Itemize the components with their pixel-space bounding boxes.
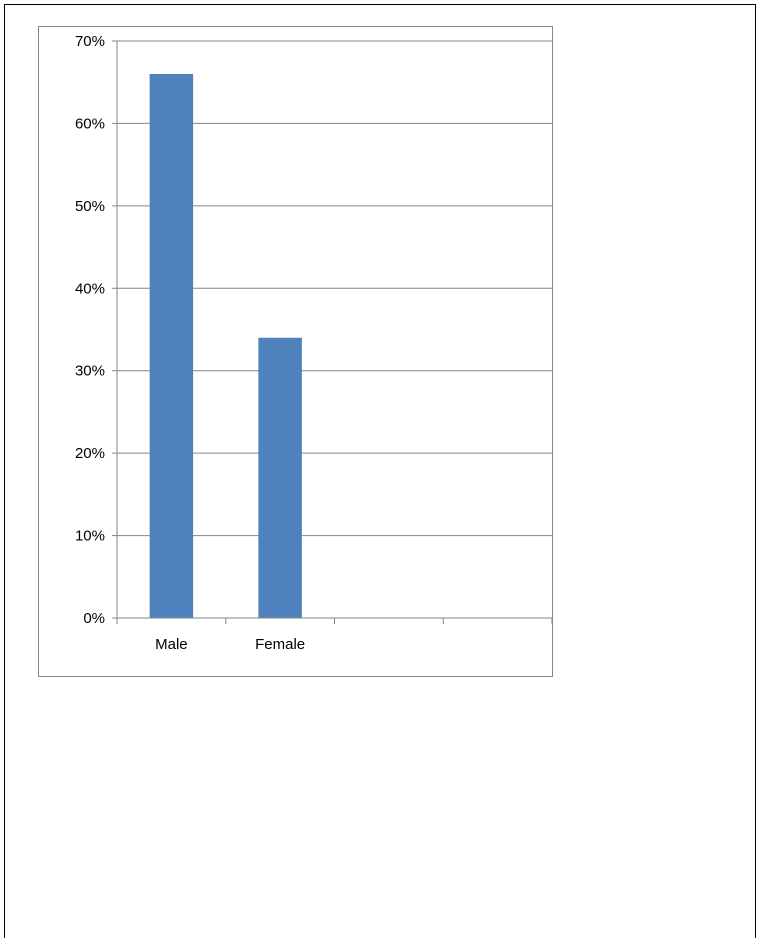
y-tick-label: 70% xyxy=(75,33,105,50)
y-tick-labels: 0% 10% 20% 30% 40% 50% 60% 70% xyxy=(75,33,105,627)
bars xyxy=(149,73,302,618)
y-tick-label: 0% xyxy=(83,610,105,627)
x-tick-label-male: Male xyxy=(155,636,188,653)
y-tick-label: 60% xyxy=(75,115,105,132)
x-tick-labels: Male Female xyxy=(155,636,305,653)
y-tick-label: 50% xyxy=(75,198,105,215)
y-tick-label: 20% xyxy=(75,445,105,462)
bar-male xyxy=(149,73,194,618)
bar-female xyxy=(258,337,302,618)
y-tick-label: 30% xyxy=(75,363,105,380)
y-tick-label: 10% xyxy=(75,528,105,545)
axes xyxy=(112,40,553,624)
page-frame xyxy=(4,4,756,938)
y-tick-label: 40% xyxy=(75,280,105,297)
x-tick-label-female: Female xyxy=(255,636,305,653)
